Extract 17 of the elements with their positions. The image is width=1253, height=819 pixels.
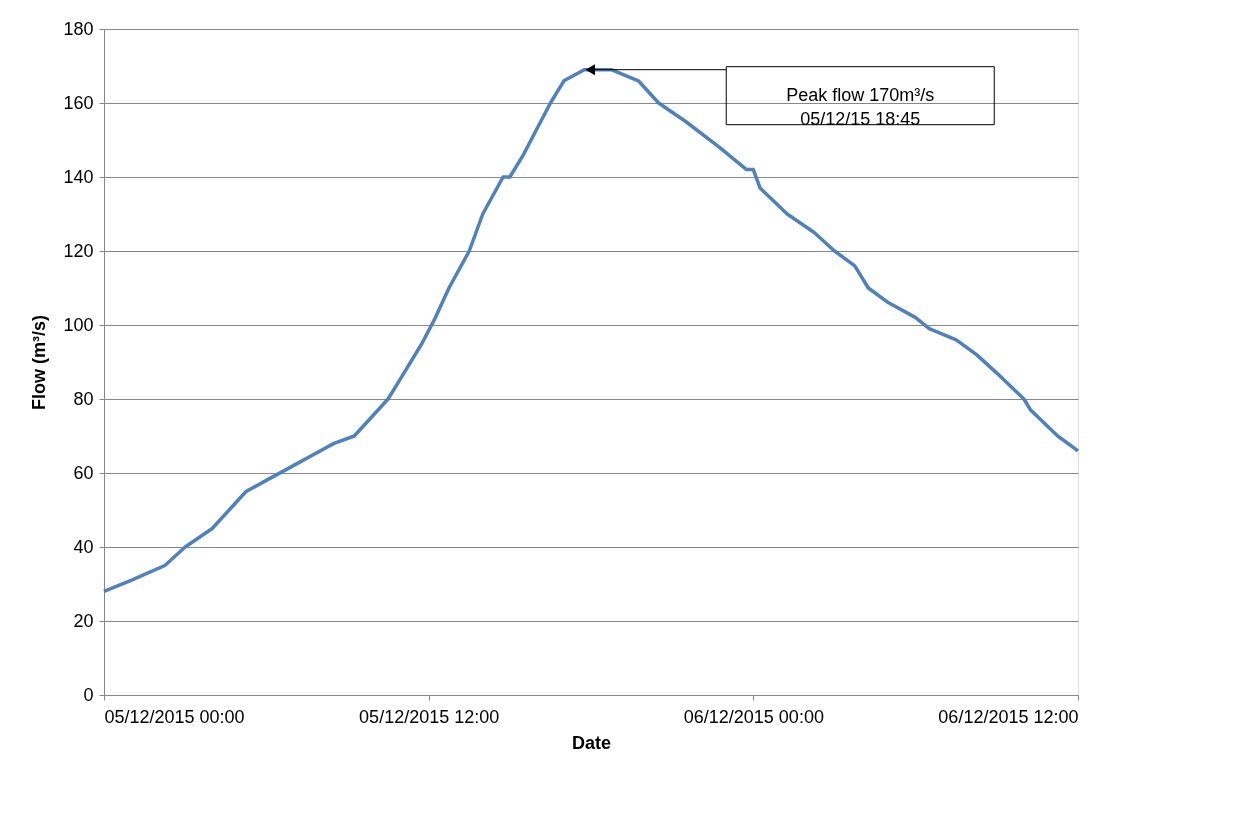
x-axis-title: Date <box>571 732 612 753</box>
y-tick-label: 120 <box>63 240 94 261</box>
y-tick-label: 180 <box>63 18 94 39</box>
x-tick-label: 05/12/2015 00:00 <box>104 706 245 727</box>
y-tick-label: 80 <box>73 388 94 409</box>
x-tick-label: 06/12/2015 12:00 <box>938 706 1079 727</box>
y-tick-label: 100 <box>63 314 94 335</box>
y-tick-label: 160 <box>63 92 94 113</box>
y-tick-label: 20 <box>73 610 94 631</box>
y-tick-label: 0 <box>83 684 94 705</box>
x-tick-label: 05/12/2015 12:00 <box>359 706 500 727</box>
y-axis-title: Flow (m³/s) <box>29 315 50 410</box>
y-tick-label: 140 <box>63 166 94 187</box>
annotation: Peak flow 170m³/s 05/12/15 18:45 <box>786 84 935 129</box>
y-tick-label: 40 <box>73 536 94 557</box>
x-tick-label: 06/12/2015 00:00 <box>683 706 824 727</box>
y-tick-label: 60 <box>73 462 94 483</box>
